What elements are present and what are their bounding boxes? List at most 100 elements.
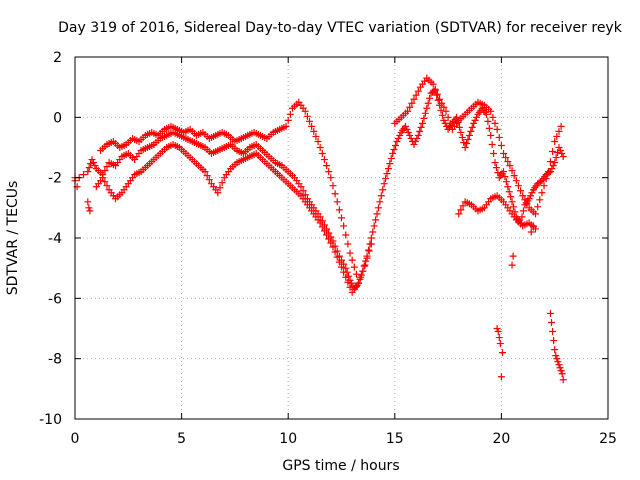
data-point (201, 168, 209, 176)
data-point (383, 170, 391, 178)
data-point (507, 193, 515, 201)
data-point (557, 122, 565, 130)
y-tick-label: -10 (39, 412, 62, 428)
data-point (377, 192, 385, 200)
data-point (392, 141, 400, 149)
data-point (548, 318, 556, 326)
data-point (521, 196, 529, 204)
data-point (344, 240, 352, 248)
data-point (551, 346, 559, 354)
x-tick-label: 5 (177, 431, 186, 447)
data-point (489, 113, 497, 121)
data-point (325, 168, 333, 176)
data-point (327, 239, 335, 247)
data-point (488, 140, 496, 148)
data-point (342, 231, 350, 239)
data-point (357, 273, 365, 281)
data-point (457, 128, 465, 136)
data-point (376, 198, 384, 206)
data-point (80, 171, 88, 179)
data-point (534, 203, 542, 211)
data-point (333, 253, 341, 261)
data-point (361, 261, 369, 269)
data-point (327, 174, 335, 182)
data-point (331, 248, 339, 256)
data-point (325, 235, 333, 243)
data-point (382, 175, 390, 183)
plot-frame (74, 56, 609, 420)
data-point (346, 249, 354, 257)
data-point (85, 204, 93, 212)
data-point (504, 183, 512, 191)
data-point (495, 334, 503, 342)
data-point (558, 370, 566, 378)
data-point (404, 128, 412, 136)
data-point (84, 198, 92, 206)
data-points (71, 74, 567, 384)
data-point (455, 123, 463, 131)
data-point (312, 132, 320, 140)
y-tick-label: -8 (48, 352, 62, 368)
data-point (431, 85, 439, 93)
data-point (555, 361, 563, 369)
data-point (461, 144, 469, 151)
data-point (502, 178, 510, 186)
data-point (527, 192, 535, 200)
data-point (314, 137, 322, 145)
data-point (424, 99, 432, 107)
data-point (316, 144, 324, 151)
data-point (497, 141, 505, 149)
data-point (467, 127, 475, 135)
data-point (444, 113, 452, 121)
data-point (406, 131, 414, 139)
data-point (493, 125, 501, 133)
data-point (393, 137, 401, 145)
data-point (318, 150, 326, 158)
data-point (508, 261, 516, 269)
data-point (320, 227, 328, 235)
x-axis-label: GPS time / hours (282, 458, 399, 474)
data-point (408, 99, 416, 107)
data-point (342, 264, 350, 272)
data-point (509, 203, 517, 211)
data-point (359, 267, 367, 275)
x-tick-label: 10 (279, 431, 297, 447)
data-point (316, 219, 324, 227)
data-point (350, 263, 358, 271)
data-point (389, 150, 397, 158)
data-point (501, 173, 509, 181)
data-point (471, 116, 479, 124)
data-point (540, 182, 548, 190)
data-point (365, 247, 373, 255)
data-point (103, 163, 111, 171)
data-point (510, 172, 518, 180)
data-point (463, 139, 471, 147)
data-point (301, 191, 309, 199)
y-tick-label: 2 (53, 50, 62, 66)
data-point (464, 135, 472, 143)
data-point (218, 179, 226, 187)
data-point (508, 167, 516, 175)
data-point (542, 175, 550, 183)
data-point (518, 213, 526, 221)
data-point (420, 114, 428, 122)
data-point (525, 195, 533, 203)
data-point (352, 270, 360, 278)
data-point (347, 279, 355, 287)
data-point (342, 273, 350, 281)
data-point (532, 210, 540, 218)
data-point (506, 162, 514, 170)
data-point (387, 155, 395, 163)
data-point (440, 116, 448, 124)
data-point (497, 373, 505, 381)
data-point (101, 167, 109, 175)
data-point (338, 263, 345, 271)
data-point (487, 107, 495, 115)
data-point (384, 165, 392, 173)
data-point (545, 169, 553, 177)
data-point (523, 200, 531, 208)
data-point (414, 131, 422, 139)
y-axis-label: SDTVAR / TECUs (5, 181, 21, 296)
data-point (517, 187, 525, 195)
x-tick-label: 20 (492, 431, 510, 447)
